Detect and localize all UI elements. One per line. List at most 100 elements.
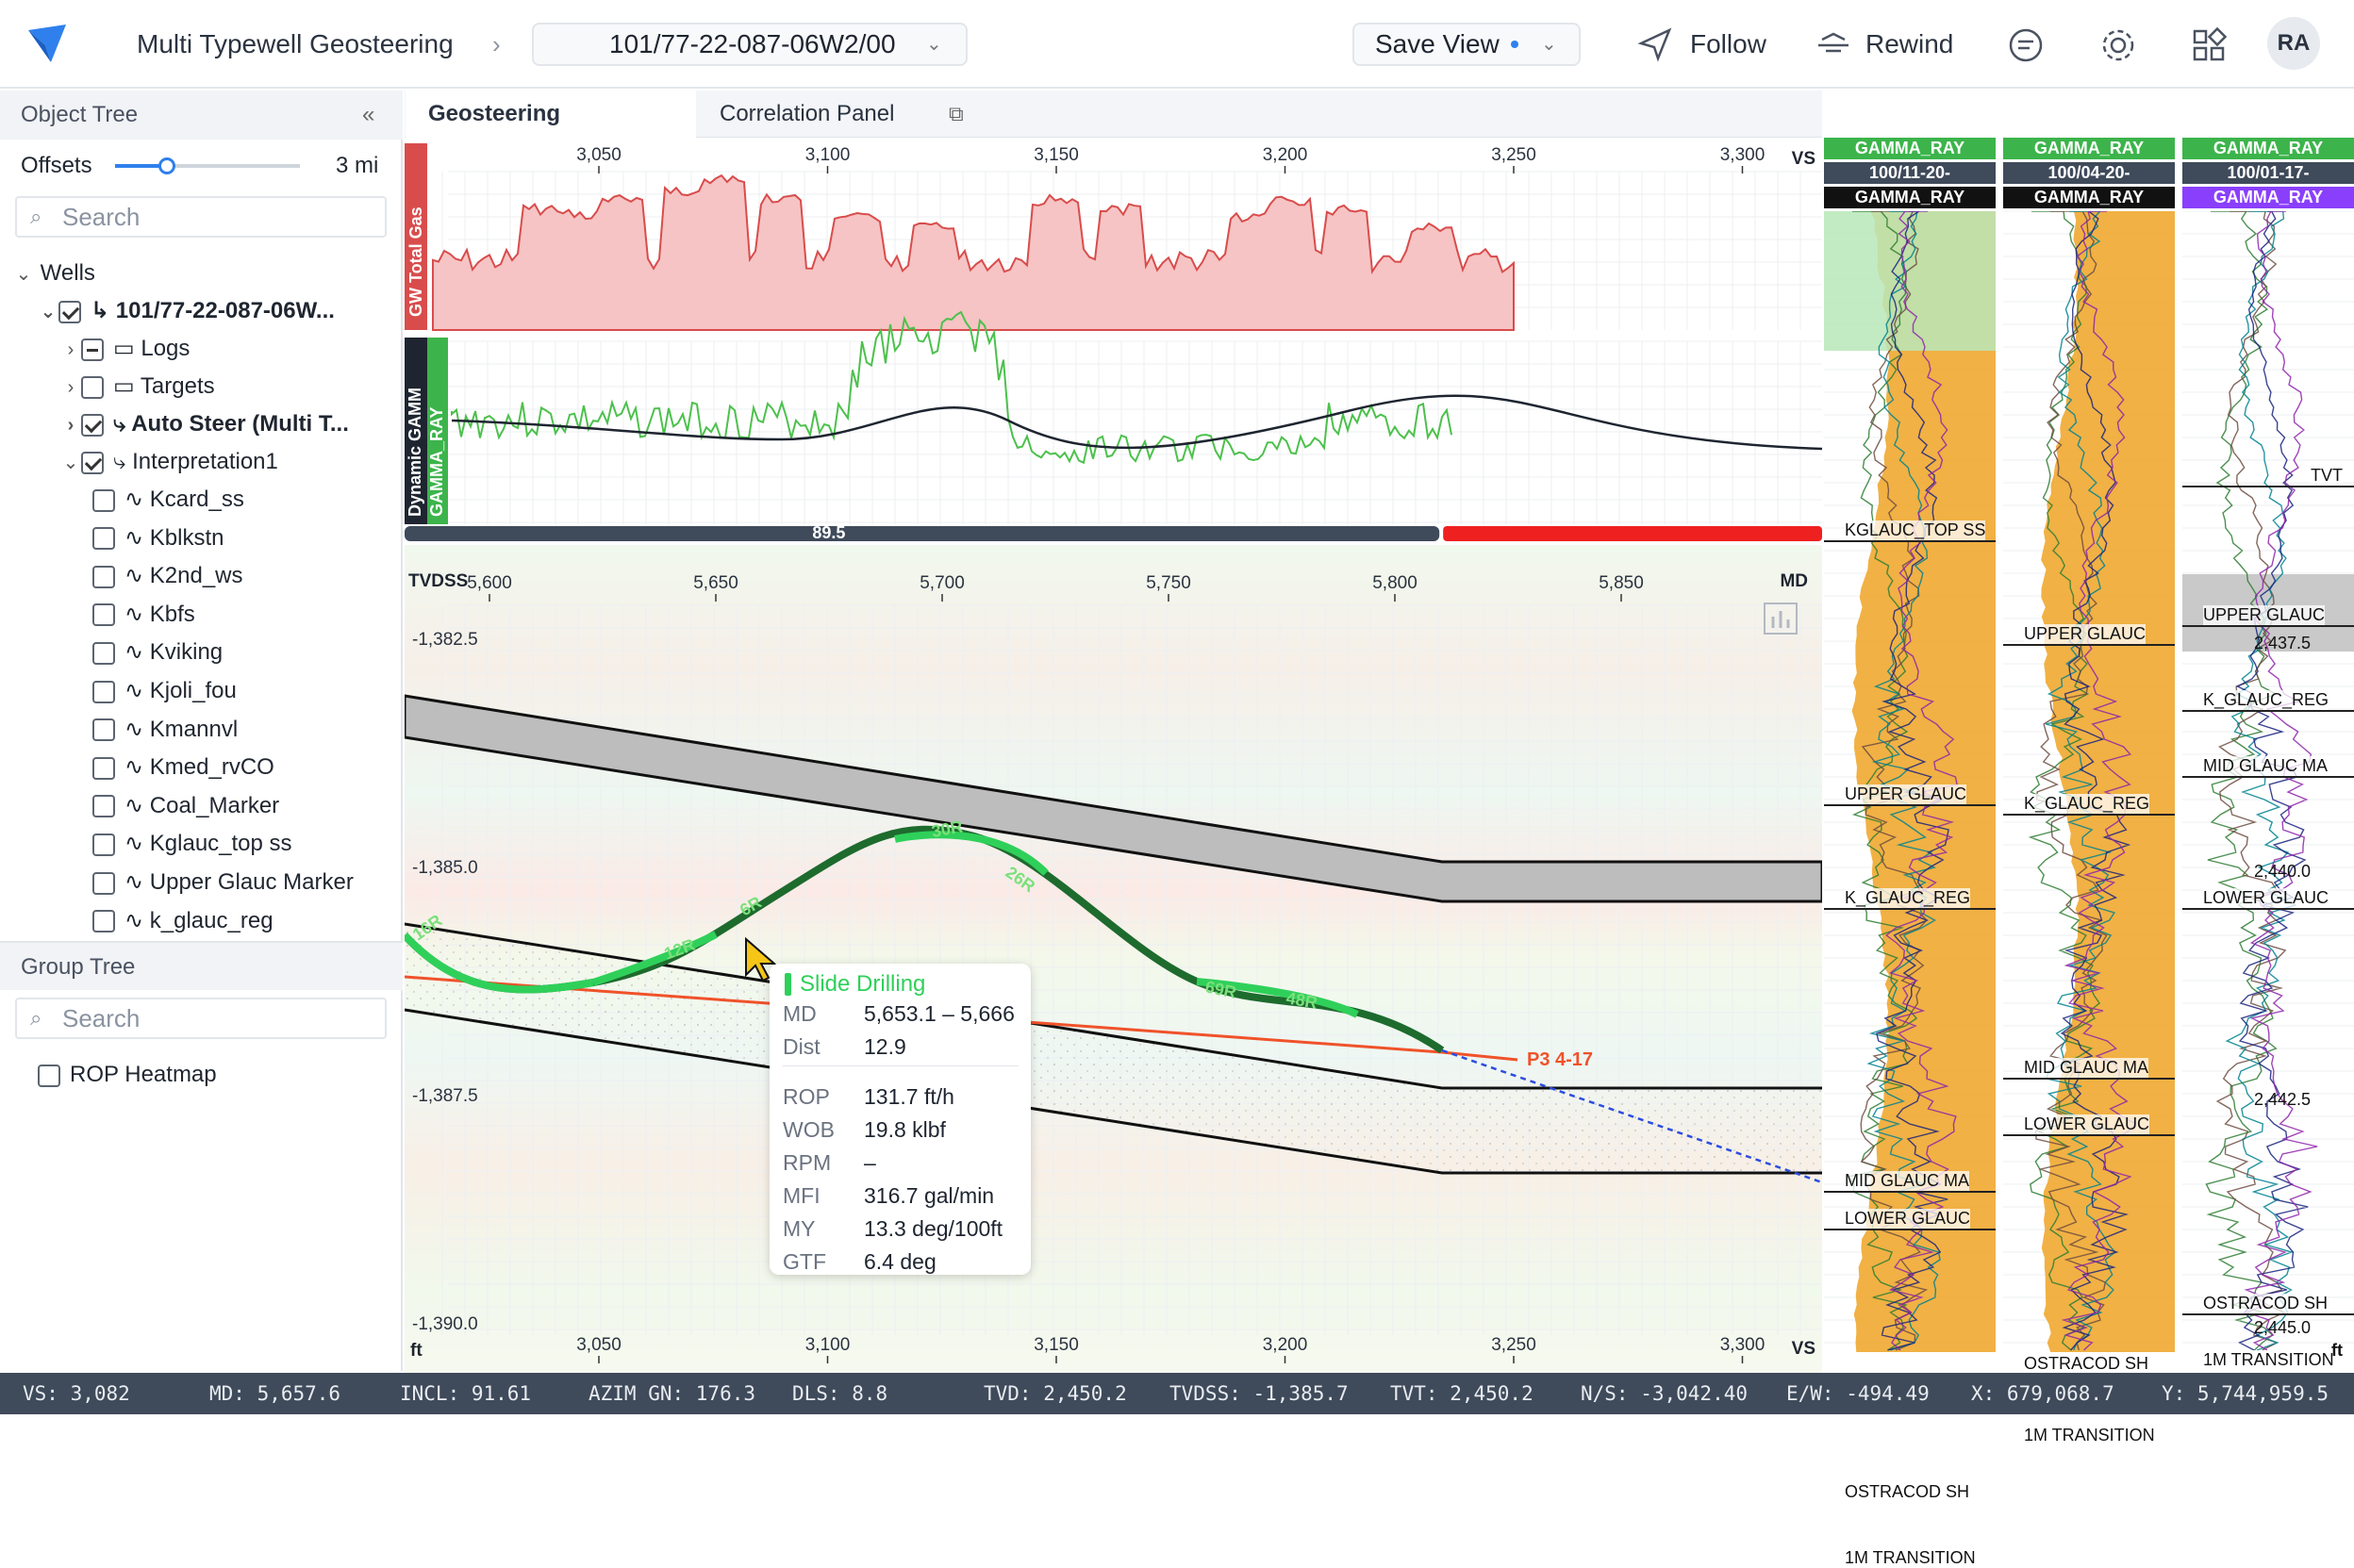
popout-icon[interactable]: ⧉ [949, 102, 964, 125]
horizon-item[interactable]: ∿ Kmannvl [92, 711, 238, 749]
depth-tick-label: -1,387.5 [412, 1086, 478, 1106]
offsets-value: 3 mi [336, 153, 379, 178]
autosteer-checkbox[interactable] [81, 413, 104, 437]
logs-checkbox[interactable] [81, 338, 104, 361]
horizon-label: Kviking [149, 639, 224, 666]
horizon-item[interactable]: ∿ Kglauc_top ss [92, 825, 292, 863]
typewell-log [2003, 211, 2175, 1352]
horizon-line-icon: ∿ [124, 601, 150, 627]
formation-top-label: OSTRACOD SH [2024, 1354, 2149, 1374]
horizon-item[interactable]: ∿ Coal_Marker [92, 787, 279, 825]
horizon-checkbox[interactable] [92, 565, 115, 588]
slide-segment[interactable] [405, 933, 594, 994]
horizon-checkbox[interactable] [92, 756, 115, 780]
horizon-item[interactable]: ∿ Kjoli_fou [92, 672, 237, 710]
autosteer-label: Auto Steer (Multi T... [131, 411, 349, 437]
rop-heatmap-item[interactable]: ROP Heatmap [38, 1056, 217, 1094]
group-search-input[interactable]: ⌕ Search [15, 998, 387, 1039]
chevron-right-icon[interactable]: › [67, 339, 75, 360]
chevron-down-icon[interactable]: ⌄ [62, 453, 79, 473]
horizon-checkbox[interactable] [92, 834, 115, 857]
typewell-track[interactable]: GAMMA_RAY 100/01-17- GAMMA_RAY TVT UPPER GLA… [2182, 138, 2354, 1370]
horizon-item[interactable]: ∿ Kmed_rvCO [92, 749, 274, 786]
app-logo-icon[interactable] [25, 21, 70, 66]
chevron-down-icon[interactable]: ⌄ [15, 264, 32, 285]
tooltip-value: 13.3 deg/100ft [864, 1216, 1003, 1241]
tree-logs[interactable]: › ▭ Logs [60, 330, 191, 368]
avatar[interactable]: RA [2267, 17, 2320, 70]
chevron-down-icon[interactable]: ⌄ [40, 302, 57, 322]
status-tvt: TVT: 2,450.2 [1390, 1382, 1533, 1405]
chart-toggle-icon[interactable] [1764, 602, 1798, 635]
typewell-track[interactable]: GAMMA_RAY 100/04-20- GAMMA_RAY UPPER GLAUC K… [2003, 138, 2175, 1445]
horizon-checkbox[interactable] [92, 527, 115, 551]
unsaved-dot-icon [1511, 41, 1518, 48]
target-label: P3 4-17 [1527, 1049, 1593, 1070]
slide-segment[interactable] [1196, 978, 1359, 1018]
save-view-button[interactable]: Save View ⌄ [1352, 23, 1581, 66]
formation-top-label: MID GLAUC MA [2024, 1058, 2149, 1078]
horizon-checkbox[interactable] [92, 718, 115, 742]
horizon-checkbox[interactable] [92, 871, 115, 895]
horizon-checkbox[interactable] [92, 795, 115, 818]
horizon-item[interactable]: ∿ Kcard_ss [92, 481, 244, 519]
depth-axis-unit: ft [410, 1341, 423, 1361]
gas-track-label-bg [405, 143, 427, 330]
rewind-button[interactable]: Rewind [1815, 26, 1953, 67]
tree-wells[interactable]: ⌄ Wells [13, 255, 95, 292]
horizon-item[interactable]: ∿ K2nd_ws [92, 557, 243, 595]
interpretation-checkbox[interactable] [81, 451, 104, 474]
folder-icon: ▭ [113, 336, 141, 361]
follow-button[interactable]: Follow [1637, 26, 1766, 67]
tree-targets[interactable]: › ▭ Targets [60, 368, 215, 405]
gear-icon[interactable] [2099, 26, 2137, 64]
tree-well-item[interactable]: ⌄ ↳ 101/77-22-087-06W... [38, 292, 335, 330]
slide-segment[interactable] [894, 831, 1049, 876]
offsets-slider-handle[interactable] [157, 157, 175, 174]
formation-top-label: 1M TRANSITION [2024, 1426, 2155, 1445]
tab-correlation-panel[interactable]: Correlation Panel [720, 101, 895, 126]
chevron-right-icon[interactable]: › [67, 415, 75, 436]
widgets-icon[interactable] [2190, 26, 2228, 64]
tooltip-key: WOB [783, 1117, 835, 1142]
well-checkbox[interactable] [58, 300, 81, 323]
tree-interpretation[interactable]: ⌄ ⤷ Interpretation1 [60, 443, 278, 481]
well-selector-value: 101/77-22-087-06W2/00 [609, 29, 896, 58]
well-selector[interactable]: 101/77-22-087-06W2/00 ⌄ [532, 23, 968, 66]
horizon-item[interactable]: ∿ Upper Glauc Marker [92, 864, 354, 901]
tooltip-value: 131.7 ft/h [864, 1084, 954, 1109]
md-axis-left-label: TVDSS [408, 571, 468, 591]
typewell-log [1824, 211, 1996, 1352]
offsets-slider[interactable] [115, 157, 300, 174]
horizon-label: Kglauc_top ss [149, 831, 292, 857]
axis-tick-label: 3,300 [1720, 145, 1766, 165]
typewell-track[interactable]: GAMMA_RAY 100/11-20- GAMMA_RAY KGLAUC_TOP S… [1824, 138, 1996, 1568]
formation-top-label: K_GLAUC_REG [1845, 888, 1971, 908]
collapse-panel-icon[interactable]: « [362, 102, 375, 127]
tab-geosteering[interactable]: Geosteering [406, 91, 696, 138]
horizon-checkbox[interactable] [92, 680, 115, 703]
horizon-item[interactable]: ∿ Kbfs [92, 596, 195, 634]
status-tvdss: TVDSS: -1,385.7 [1169, 1382, 1349, 1405]
slide-segment[interactable] [591, 931, 718, 986]
horizon-checkbox[interactable] [92, 603, 115, 627]
chat-icon[interactable] [2007, 26, 2045, 64]
object-search-input[interactable]: ⌕ Search [15, 196, 387, 238]
targets-checkbox[interactable] [81, 375, 104, 399]
status-tvd: TVD: 2,450.2 [984, 1382, 1127, 1405]
gamma-curve [2034, 211, 2108, 1351]
horizon-line [405, 922, 1822, 1090]
horizon-item[interactable]: ∿ k_glauc_reg [92, 902, 274, 940]
horizon-checkbox[interactable] [92, 488, 115, 512]
tree-autosteer[interactable]: › ⤷ Auto Steer (Multi T... [60, 405, 349, 443]
geosteering-view[interactable]: GW Total Gas Dynamic GAMM GAMMA_RAY 89.5… [405, 138, 1822, 1373]
formation-top-label: LOWER GLAUC [1845, 1209, 1971, 1229]
horizon-checkbox[interactable] [92, 910, 115, 933]
horizon-item[interactable]: ∿ Kviking [92, 634, 223, 671]
chevron-right-icon[interactable]: › [67, 377, 75, 398]
top-axis: 3,050 3,100 3,150 3,200 3,250 3,300 [576, 145, 1765, 173]
horizon-line-icon: ∿ [124, 754, 150, 781]
rop-heatmap-checkbox[interactable] [38, 1064, 60, 1087]
horizon-checkbox[interactable] [92, 642, 115, 666]
horizon-item[interactable]: ∿ Kblkstn [92, 520, 224, 557]
